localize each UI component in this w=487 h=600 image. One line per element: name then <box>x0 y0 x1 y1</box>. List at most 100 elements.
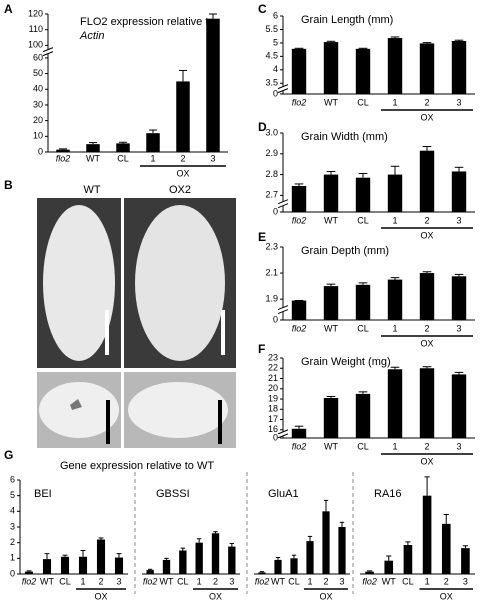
scale-bar <box>221 310 225 355</box>
bar <box>323 398 339 438</box>
x-tick-label: CL <box>357 441 369 451</box>
x-tick-label: 3 <box>339 576 344 586</box>
y-tick-label: 0 <box>273 432 278 442</box>
bar <box>179 550 187 574</box>
y-tick-label: 120 <box>28 8 43 18</box>
bar <box>258 572 266 574</box>
chart-title: Grain Depth (mm) <box>301 245 389 257</box>
chart-title: Actin <box>79 30 104 42</box>
x-tick-label: 2 <box>444 576 449 586</box>
y-tick-label: 0 <box>273 314 278 324</box>
x-tick-label: 2 <box>424 97 429 107</box>
chart-title: Grain Width (mm) <box>301 131 388 143</box>
panel-label: F <box>258 342 265 356</box>
y-tick-label: 4 <box>10 506 15 516</box>
x-tick-label: 2 <box>323 576 328 586</box>
axis-break <box>277 429 289 435</box>
bar <box>206 18 220 153</box>
group-label: OX <box>420 338 433 348</box>
bar <box>322 511 330 574</box>
bar <box>323 42 339 94</box>
x-tick-label: 3 <box>116 576 121 586</box>
chart-title: Gene expression relative to WT <box>60 460 214 472</box>
bar <box>387 279 403 320</box>
x-tick-label: WT <box>160 576 174 586</box>
y-tick-label: 0 <box>10 568 15 578</box>
x-tick-label: WT <box>324 441 338 451</box>
y-tick-label: 18 <box>268 404 278 414</box>
y-tick-label: 22 <box>268 363 278 373</box>
series-name: GluA1 <box>268 488 299 500</box>
bar <box>306 541 314 574</box>
bar <box>419 368 435 438</box>
chart-title: FLO2 expression relative to <box>80 16 215 28</box>
y-tick-label: 40 <box>33 84 43 94</box>
bar <box>419 43 435 94</box>
y-tick-label: 110 <box>29 24 43 34</box>
x-tick-label: CL <box>177 576 189 586</box>
series-name: BEI <box>34 488 52 500</box>
y-tick-label: 0 <box>273 88 278 98</box>
x-tick-label: 1 <box>150 153 155 163</box>
bar <box>461 548 470 574</box>
scale-bar <box>105 310 109 355</box>
group-label: OX <box>319 591 332 600</box>
x-tick-label: CL <box>402 576 414 586</box>
axis-break <box>277 88 289 94</box>
bar <box>291 186 307 212</box>
bar <box>114 557 124 574</box>
grain-section <box>128 382 228 438</box>
bar <box>355 393 371 438</box>
bar <box>384 560 394 574</box>
x-tick-label: 3 <box>456 215 461 225</box>
bar <box>365 571 374 574</box>
chart-title: Grain Length (mm) <box>301 14 393 26</box>
grain <box>43 205 115 361</box>
x-tick-label: 1 <box>392 441 397 451</box>
x-tick-label: 3 <box>463 576 468 586</box>
x-tick-label: flo2 <box>292 97 307 107</box>
bar <box>451 276 467 320</box>
y-tick-label: 1.9 <box>265 294 278 304</box>
x-tick-label: CL <box>117 153 129 163</box>
y-tick-label: 2.7 <box>265 190 278 200</box>
y-tick-label: 3.0 <box>265 127 278 137</box>
bar <box>451 171 467 212</box>
panel-label: D <box>258 120 267 134</box>
bar <box>116 143 130 152</box>
y-tick-label: 4 <box>273 64 278 74</box>
x-tick-label: CL <box>59 576 71 586</box>
panel-label: B <box>4 178 13 192</box>
scale-bar <box>218 400 222 444</box>
y-tick-label: 100 <box>28 40 43 50</box>
group-label: OX <box>420 456 433 466</box>
series-name: RA16 <box>374 488 402 500</box>
y-tick-label: 0 <box>38 146 43 156</box>
bar <box>355 48 371 94</box>
x-tick-label: 1 <box>392 97 397 107</box>
x-tick-label: flo2 <box>362 576 377 586</box>
x-tick-label: CL <box>357 97 369 107</box>
x-tick-label: flo2 <box>292 441 307 451</box>
bar <box>146 133 160 152</box>
group-label: OX <box>420 230 433 240</box>
bar <box>228 546 236 574</box>
x-tick-label: CL <box>288 576 300 586</box>
scale-bar <box>106 400 110 444</box>
x-tick-label: WT <box>382 576 396 586</box>
axis-break <box>42 51 54 57</box>
bar <box>146 570 154 574</box>
group-label: OX <box>209 591 222 600</box>
bar <box>56 149 70 152</box>
bar <box>387 174 403 212</box>
x-tick-label: WT <box>324 97 338 107</box>
x-tick-label: WT <box>86 153 100 163</box>
y-tick-label: 20 <box>268 383 278 393</box>
x-tick-label: 3 <box>229 576 234 586</box>
image-label: WT <box>83 184 100 196</box>
y-tick-label: 3 <box>10 521 15 531</box>
axis-break-gap <box>279 201 287 206</box>
series-name: GBSSI <box>156 488 190 500</box>
y-tick-label: 2 <box>10 537 15 547</box>
image-panel: WT OX2 B <box>4 178 236 448</box>
